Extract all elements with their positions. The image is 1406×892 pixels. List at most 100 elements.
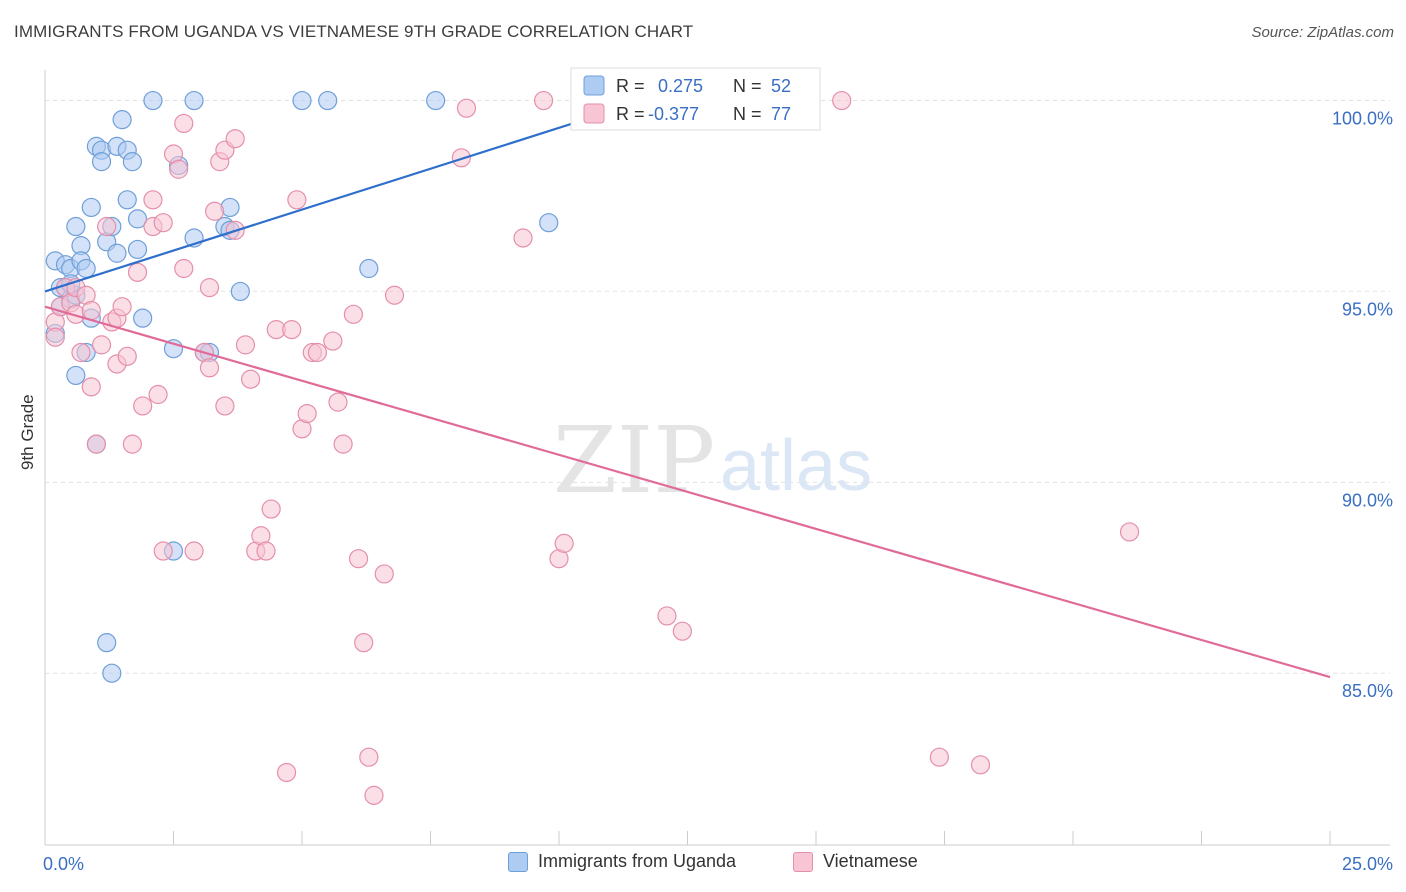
legend-swatch-vietnamese (583, 103, 605, 124)
point-vietnamese (148, 384, 168, 405)
point-vietnamese (225, 129, 245, 149)
point-vietnamese (333, 434, 353, 454)
legend-bottom: Immigrants from Uganda Vietnamese (0, 851, 1406, 879)
point-vietnamese (297, 403, 317, 424)
point-vietnamese (929, 747, 949, 767)
point-vietnamese (657, 606, 677, 626)
point-uganda (76, 258, 96, 279)
point-vietnamese (122, 434, 142, 454)
point-uganda (230, 281, 250, 302)
point-uganda (117, 190, 137, 210)
point-vietnamese (533, 90, 554, 111)
watermark-atlas: atlas (720, 426, 872, 506)
source-credit: Source: ZipAtlas.com (1251, 24, 1394, 41)
y-axis-label: 9th Grade (18, 394, 37, 470)
point-vietnamese (199, 278, 220, 298)
point-vietnamese (97, 216, 117, 237)
point-uganda (107, 243, 127, 263)
legend-n-value-2: 77 (771, 104, 791, 124)
point-vietnamese (1119, 522, 1140, 542)
point-vietnamese (256, 541, 276, 561)
point-uganda (81, 197, 101, 218)
point-vietnamese (354, 633, 374, 653)
y-tick-label: 95.0% (1342, 299, 1393, 319)
legend-swatch-uganda-bottom (508, 851, 528, 872)
legend-swatch-uganda (583, 75, 605, 96)
chart-title: IMMIGRANTS FROM UGANDA VS VIETNAMESE 9TH… (14, 22, 694, 41)
legend-label-uganda: Immigrants from Uganda (538, 851, 737, 871)
point-vietnamese (174, 113, 194, 134)
y-tick-label: 90.0% (1342, 490, 1393, 510)
point-vietnamese (970, 755, 991, 775)
point-vietnamese (45, 327, 65, 347)
y-tick-labels: 85.0% 90.0% 95.0% 100.0% (1332, 109, 1393, 702)
legend-top-box (570, 67, 821, 131)
legend-r-label-2: R = (616, 104, 645, 124)
point-uganda (66, 216, 86, 237)
point-uganda (143, 90, 163, 111)
point-vietnamese (205, 201, 225, 221)
point-vietnamese (174, 258, 194, 279)
point-uganda (318, 90, 338, 111)
point-vietnamese (287, 190, 307, 210)
point-vietnamese (307, 342, 328, 363)
point-uganda (66, 365, 86, 386)
x-tick-label-start: 0.0% (43, 854, 84, 874)
point-vietnamese (282, 320, 302, 340)
point-vietnamese (328, 392, 348, 412)
point-vietnamese (276, 762, 297, 783)
trend-line-uganda (44, 118, 586, 293)
point-uganda (102, 663, 122, 683)
legend-r-value-1: 0.275 (658, 76, 703, 96)
y-tick-label: 100.0% (1332, 109, 1393, 129)
point-vietnamese (832, 90, 852, 111)
point-uganda (359, 258, 379, 279)
point-vietnamese (91, 335, 112, 355)
y-tick-label: 85.0% (1342, 681, 1393, 701)
point-vietnamese (184, 541, 204, 561)
point-vietnamese (343, 304, 363, 324)
point-vietnamese (112, 297, 132, 317)
data-points (45, 90, 1140, 805)
point-uganda (91, 152, 112, 172)
point-vietnamese (348, 549, 369, 569)
legend-n-value-1: 52 (771, 76, 791, 96)
axes (44, 70, 1390, 846)
point-vietnamese (456, 98, 477, 118)
point-uganda (539, 213, 559, 233)
trend-lines (44, 118, 1331, 679)
point-uganda (112, 110, 132, 130)
point-vietnamese (169, 159, 189, 179)
point-vietnamese (153, 541, 173, 561)
point-uganda (127, 209, 148, 229)
point-uganda (97, 633, 117, 653)
point-vietnamese (81, 377, 101, 397)
point-vietnamese (199, 358, 220, 378)
point-vietnamese (71, 342, 91, 363)
legend-swatch-vietnamese-bottom (793, 851, 813, 872)
x-tick-labels: 0.0% 25.0% (43, 854, 1393, 874)
point-vietnamese (235, 335, 256, 355)
point-vietnamese (554, 533, 574, 553)
point-uganda (133, 308, 153, 328)
point-uganda (426, 90, 446, 111)
point-vietnamese (364, 785, 384, 805)
point-vietnamese (513, 228, 533, 248)
point-vietnamese (323, 331, 343, 351)
legend-n-label-2: N = (733, 104, 762, 124)
point-vietnamese (261, 499, 281, 519)
point-uganda (122, 152, 142, 172)
point-vietnamese (241, 369, 261, 389)
legend-n-label-1: N = (733, 76, 762, 96)
legend-item-vietnamese: Vietnamese (793, 851, 918, 872)
point-vietnamese (143, 190, 163, 210)
point-uganda (184, 90, 204, 111)
point-vietnamese (133, 396, 153, 416)
point-vietnamese (384, 285, 405, 305)
point-vietnamese (359, 747, 379, 767)
point-vietnamese (153, 213, 173, 233)
watermark: ZIP atlas (553, 407, 872, 514)
legend-item-uganda: Immigrants from Uganda (508, 851, 736, 872)
legend-r-label-1: R = (616, 76, 645, 96)
